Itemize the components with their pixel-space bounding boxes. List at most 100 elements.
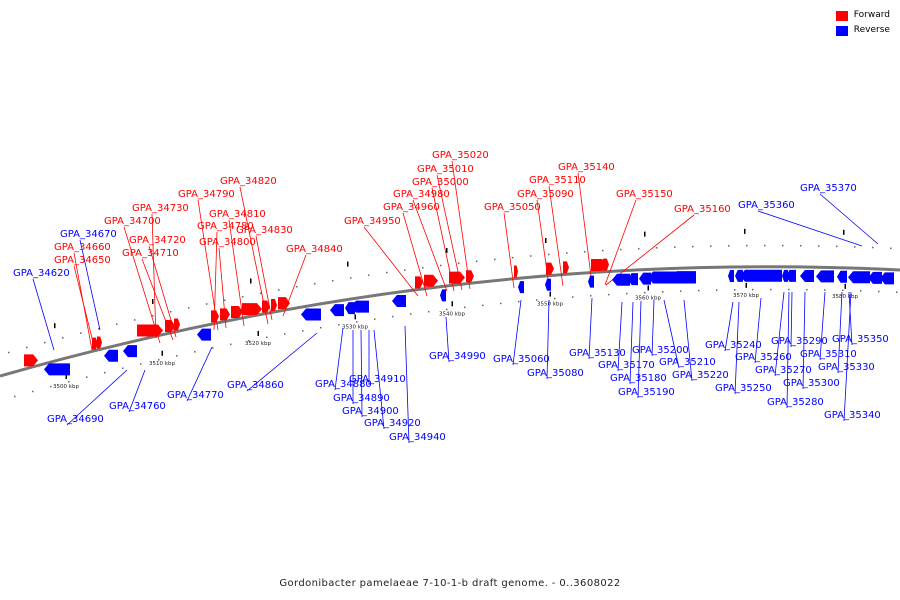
gene-reverse-leader bbox=[774, 291, 785, 377]
gene-forward-label: GPA_34730 bbox=[132, 203, 189, 214]
tick-dot-upper bbox=[656, 247, 658, 249]
tick-dot-lower bbox=[230, 343, 232, 346]
gene-reverse-label: GPA_34670 bbox=[60, 229, 117, 240]
gene-forward-label: GPA_35140 bbox=[558, 162, 615, 173]
gene-reverse-label: GPA_34940 bbox=[389, 432, 446, 443]
gene-reverse-label: GPA_35200 bbox=[632, 345, 689, 356]
gene-forward-arrow bbox=[262, 300, 270, 313]
tick-dot-lower bbox=[356, 321, 358, 323]
major-tick bbox=[745, 282, 747, 288]
gene-reverse-label: GPA_35210 bbox=[659, 357, 716, 368]
major-tick-upper bbox=[644, 231, 646, 237]
gene-reverse-leader bbox=[445, 316, 450, 363]
tick-dot-upper bbox=[80, 332, 82, 334]
tick-dot-upper bbox=[386, 271, 388, 274]
gene-forward-arrow bbox=[563, 261, 569, 274]
tick-dot-upper bbox=[764, 244, 766, 247]
gene-reverse-leader bbox=[66, 369, 128, 426]
gene-reverse-leader bbox=[588, 297, 593, 360]
tick-dot-lower bbox=[266, 336, 268, 339]
gene-reverse-label: GPA_35270 bbox=[755, 365, 812, 376]
gene-forward-label: GPA_34810 bbox=[209, 209, 266, 220]
tick-marks bbox=[8, 228, 898, 398]
tick-dot-upper bbox=[512, 256, 514, 259]
gene-reverse-arrow bbox=[735, 269, 743, 282]
gene-forward-leader bbox=[402, 212, 428, 297]
tick-dot-lower bbox=[842, 289, 844, 292]
gene-forward-arrow bbox=[165, 319, 175, 332]
forward-swatch bbox=[835, 10, 848, 21]
tick-dot-upper bbox=[746, 244, 748, 247]
tick-dot-lower bbox=[68, 381, 70, 383]
tick-dot-lower bbox=[284, 333, 286, 335]
gene-forward-arrow bbox=[231, 305, 243, 318]
major-tick bbox=[161, 350, 163, 356]
gene-reverse-leader bbox=[802, 291, 806, 390]
genome-backbone bbox=[0, 265, 900, 378]
major-tick-upper bbox=[54, 323, 56, 329]
tick-dot-lower bbox=[410, 313, 412, 315]
scale-label: 3580 kbp bbox=[832, 294, 858, 300]
gene-reverse-leader bbox=[724, 301, 734, 352]
gene-reverse-arrow bbox=[301, 308, 321, 321]
major-tick bbox=[647, 285, 649, 291]
reverse-swatch bbox=[835, 25, 848, 36]
tick-dot-lower bbox=[194, 351, 196, 353]
tick-dot-upper bbox=[422, 266, 424, 269]
gene-forward-label: GPA_34820 bbox=[220, 176, 277, 187]
gene-forward-arrow bbox=[24, 354, 38, 367]
gene-forward-leader bbox=[577, 172, 593, 285]
gene-forward-label: GPA_35010 bbox=[417, 164, 474, 175]
gene-forward-label: GPA_34980 bbox=[393, 189, 450, 200]
gene-forward-leader bbox=[451, 160, 471, 290]
gene-reverse-label: GPA_35290 bbox=[771, 336, 828, 347]
gene-reverse-leader bbox=[819, 193, 879, 245]
gene-forward-arrow bbox=[278, 297, 290, 310]
gene-reverse-arrow bbox=[518, 281, 524, 294]
gene-forward-arrow bbox=[424, 274, 438, 287]
tick-dot-upper bbox=[530, 255, 532, 257]
legend-reverse: Reverse bbox=[835, 23, 890, 38]
gene-reverse-label: GPA_35130 bbox=[569, 348, 626, 359]
gene-forward-label: GPA_34800 bbox=[199, 237, 256, 248]
gene-forward-leader bbox=[363, 226, 419, 297]
gene-forward-label: GPA_34840 bbox=[286, 244, 343, 255]
gene-reverse-arrow bbox=[392, 294, 406, 307]
gene-reverse-arrow bbox=[837, 270, 847, 283]
tick-dot-upper bbox=[206, 303, 208, 305]
gene-forward-leader bbox=[197, 199, 219, 331]
gene-forward-arrow bbox=[514, 265, 518, 278]
tick-dot-lower bbox=[626, 292, 628, 295]
gene-forward-label: GPA_34950 bbox=[344, 216, 401, 227]
tick-dot-upper bbox=[404, 269, 406, 271]
tick-dot-upper bbox=[854, 246, 856, 248]
gene-reverse-label: GPA_35180 bbox=[610, 373, 667, 384]
gene-forward-label: GPA_35150 bbox=[616, 189, 673, 200]
tick-dot-lower bbox=[734, 289, 736, 291]
gene-forward-arrow bbox=[466, 270, 474, 283]
gene-reverse-leader bbox=[734, 301, 740, 395]
gene-reverse-leader bbox=[848, 291, 853, 346]
gene-forward-arrow bbox=[137, 324, 163, 337]
major-tick bbox=[549, 291, 551, 297]
gene-reverse-label: GPA_35360 bbox=[738, 200, 795, 211]
tick-dot-lower bbox=[590, 295, 592, 297]
tick-dot-upper bbox=[134, 319, 136, 321]
tick-dot-lower bbox=[86, 376, 88, 378]
gene-reverse-label: GPA_34910 bbox=[349, 374, 406, 385]
tick-dot-upper bbox=[278, 289, 280, 291]
tick-dot-upper bbox=[44, 341, 46, 344]
gene-reverse-arrow bbox=[330, 304, 344, 317]
tick-dot-upper bbox=[98, 327, 100, 330]
gene-forward-leader bbox=[604, 199, 637, 286]
tick-dot-upper bbox=[836, 245, 838, 248]
gene-forward-label: GPA_35110 bbox=[529, 175, 586, 186]
gene-reverse-leader bbox=[128, 369, 146, 413]
major-tick-upper bbox=[347, 261, 349, 267]
gene-reverse-label: GPA_35310 bbox=[800, 349, 857, 360]
gene-reverse-label: GPA_34890 bbox=[333, 393, 390, 404]
gene-forward-arrow bbox=[220, 308, 230, 321]
tick-dot-upper bbox=[188, 307, 190, 309]
gene-reverse-arrow bbox=[628, 273, 638, 286]
tick-dot-lower bbox=[446, 308, 448, 311]
